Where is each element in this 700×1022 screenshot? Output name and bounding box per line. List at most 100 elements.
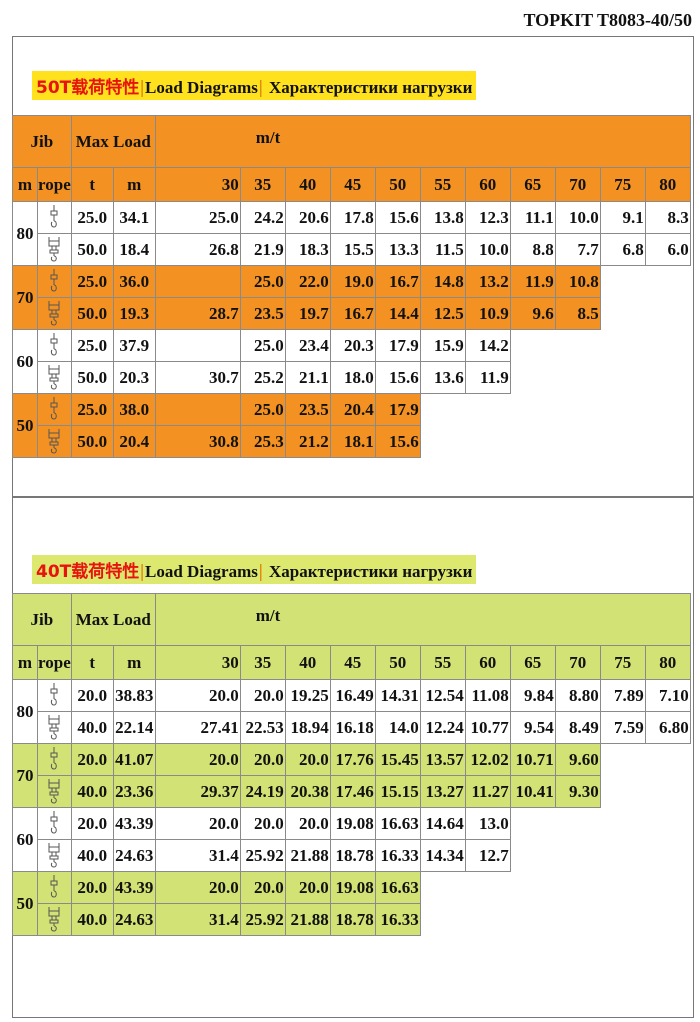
radius-header-65: 65 <box>509 645 556 680</box>
load-value: 13.8 <box>419 201 466 234</box>
double-fall-hook-icon <box>48 428 60 454</box>
single-fall-hook-icon <box>50 268 58 292</box>
table-row: 70 20.0 41.07 20.0 20.0 20.0 17.76 15.45 13.57 12… <box>12 743 691 808</box>
load-value: 11.5 <box>419 233 466 266</box>
load-value: 13.3 <box>374 233 421 266</box>
load-value: 22.53 <box>239 711 286 744</box>
table-row: 40.0 24.63 31.4 25.92 21.88 18.78 16.33 14.34 12… <box>13 839 691 872</box>
load-value <box>154 329 241 362</box>
load-value: 14.34 <box>419 839 466 872</box>
jib-length: 70 <box>12 265 38 330</box>
single-fall-hook-icon <box>50 204 58 228</box>
load-value: 17.76 <box>329 743 376 776</box>
load-value: 21.88 <box>284 903 331 936</box>
empty-cell <box>465 394 510 426</box>
rope-icon-cell <box>37 329 72 362</box>
max-load-m: 41.07 <box>112 743 156 776</box>
load-value: 25.3 <box>239 425 286 458</box>
radius-header-50: 50 <box>374 167 421 202</box>
empty-cell <box>645 776 690 808</box>
empty-cell <box>645 744 690 776</box>
load-value: 29.37 <box>154 775 241 808</box>
load-value: 24.2 <box>239 201 286 234</box>
radius-header-70: 70 <box>554 645 601 680</box>
subheader-row: m rope t m 30 35 40 45 50 55 60 65 70 75 80 <box>12 167 691 202</box>
load-value: 30.7 <box>154 361 241 394</box>
empty-cell <box>645 330 690 362</box>
empty-cell <box>510 362 555 394</box>
empty-cell <box>510 330 555 362</box>
load-value: 21.2 <box>284 425 331 458</box>
jib-length: 50 <box>12 393 38 458</box>
load-value: 12.24 <box>419 711 466 744</box>
empty-cell <box>645 808 690 840</box>
heading-english: Load Diagrams <box>145 562 258 581</box>
table-row: 40.0 23.36 29.37 24.19 20.38 17.46 15.15 13.27 1… <box>13 775 691 808</box>
rope-icon-cell <box>37 265 72 298</box>
load-value: 14.31 <box>374 679 421 712</box>
table-row: 50.0 19.3 28.7 23.5 19.7 16.7 14.4 12.5 10.9 9.6 8… <box>13 297 691 330</box>
load-value: 23.5 <box>284 393 331 426</box>
load-value: 8.8 <box>509 233 556 266</box>
double-fall-hook-icon <box>48 906 60 932</box>
table-row: 50 20.0 43.39 20.0 20.0 20.0 19.08 16.63 <box>12 871 691 936</box>
load-value: 9.30 <box>554 775 601 808</box>
rope-icon-cell <box>37 903 72 936</box>
load-value: 16.7 <box>329 297 376 330</box>
load-value: 7.7 <box>554 233 601 266</box>
rope-icon-cell <box>37 711 72 744</box>
load-value: 13.0 <box>464 807 511 840</box>
load-value: 25.92 <box>239 903 286 936</box>
empty-cell <box>600 330 645 362</box>
load-value: 8.5 <box>554 297 601 330</box>
max-load-m: 43.39 <box>112 807 156 840</box>
load-value: 9.54 <box>509 711 556 744</box>
empty-cell <box>420 394 465 426</box>
load-value: 25.0 <box>154 201 241 234</box>
load-value: 28.7 <box>154 297 241 330</box>
load-value: 10.9 <box>464 297 511 330</box>
single-fall-hook-icon <box>50 396 58 420</box>
empty-cell <box>510 426 555 458</box>
max-load-m: 18.4 <box>112 233 156 266</box>
table-row: 50.0 20.4 30.8 25.3 21.2 18.1 15.6 <box>13 425 691 458</box>
load-value: 14.8 <box>419 265 466 298</box>
load-value: 20.0 <box>284 743 331 776</box>
empty-cell <box>465 426 510 458</box>
max-load-m: 20.4 <box>112 425 156 458</box>
single-fall-hook-icon <box>50 746 58 770</box>
max-load-m: 37.9 <box>112 329 156 362</box>
empty-cell <box>645 362 690 394</box>
load-value: 11.27 <box>464 775 511 808</box>
max-load-t: 40.0 <box>70 711 114 744</box>
load-value: 17.8 <box>329 201 376 234</box>
load-value: 10.77 <box>464 711 511 744</box>
load-value: 14.64 <box>419 807 466 840</box>
heading-russian: Характеристики нагрузки <box>269 78 473 97</box>
load-value: 14.2 <box>464 329 511 362</box>
max-load-m: 19.3 <box>112 297 156 330</box>
double-fall-hook-icon <box>48 364 60 390</box>
table-row: 40.0 24.63 31.4 25.92 21.88 18.78 16.33 <box>13 903 691 936</box>
jib-length: 80 <box>12 201 38 266</box>
load-value: 12.54 <box>419 679 466 712</box>
empty-cell <box>600 744 645 776</box>
load-value: 23.5 <box>239 297 286 330</box>
max-load-m: 38.0 <box>112 393 156 426</box>
empty-cell <box>510 808 555 840</box>
empty-cell <box>510 872 555 904</box>
load-value: 30.8 <box>154 425 241 458</box>
load-mt-header: m/t <box>154 593 691 646</box>
load-value: 25.92 <box>239 839 286 872</box>
max-load-header: Max Load <box>70 593 156 646</box>
rope-icon-cell <box>37 839 72 872</box>
max-load-t: 40.0 <box>70 775 114 808</box>
jib-header: Jib <box>12 115 72 168</box>
load-value: 25.0 <box>239 393 286 426</box>
load-value: 15.15 <box>374 775 421 808</box>
load-value: 24.19 <box>239 775 286 808</box>
load-value: 6.8 <box>599 233 646 266</box>
radius-header-80: 80 <box>644 645 691 680</box>
load-value: 15.9 <box>419 329 466 362</box>
load-value: 17.9 <box>374 393 421 426</box>
